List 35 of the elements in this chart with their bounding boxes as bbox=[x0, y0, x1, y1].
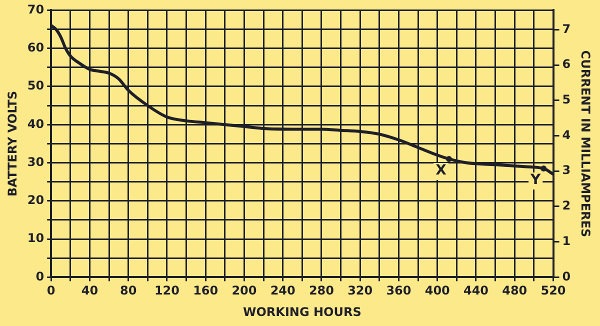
y-tick-label: 0 bbox=[36, 269, 44, 284]
x-tick-label: 240 bbox=[270, 284, 296, 298]
x-tick-label: 440 bbox=[463, 284, 489, 298]
y-axis-title: BATTERY VOLTS bbox=[5, 90, 20, 196]
y-tick-label: 40 bbox=[27, 116, 44, 131]
annotation: X bbox=[436, 162, 447, 179]
x-tick-label: 280 bbox=[308, 284, 334, 298]
annotation: Y bbox=[530, 172, 542, 188]
y2-tick-label: 5 bbox=[562, 92, 571, 107]
x-tick-label: 400 bbox=[424, 284, 450, 298]
x-tick-label: 520 bbox=[540, 284, 566, 298]
y2-tick-label: 6 bbox=[562, 57, 571, 72]
y-tick-label: 50 bbox=[27, 78, 44, 93]
y-tick-label: 30 bbox=[27, 154, 44, 169]
x-tick-label: 0 bbox=[46, 284, 56, 298]
y2-tick-label: 2 bbox=[562, 198, 571, 213]
y-tick-label: 70 bbox=[27, 2, 44, 16]
y2-axis-title: CURRENT IN MILLIAMPERES bbox=[578, 50, 593, 238]
y-tick-label: 10 bbox=[27, 231, 44, 246]
y2-tick-label: 4 bbox=[562, 128, 571, 142]
y2-tick-label: 3 bbox=[562, 163, 571, 178]
x-tick-label: 40 bbox=[81, 284, 98, 298]
x-tick-label: 160 bbox=[193, 284, 218, 298]
x-tick-label: 320 bbox=[348, 284, 373, 298]
x-tick-label: 120 bbox=[154, 284, 180, 298]
x-axis-title: WORKING HOURS bbox=[242, 304, 362, 319]
x-tick-label: 80 bbox=[120, 284, 137, 298]
x-tick-label: 480 bbox=[502, 284, 528, 298]
x-tick-label: 200 bbox=[232, 284, 257, 298]
y2-tick-label: 0 bbox=[562, 269, 571, 284]
y2-tick-label: 1 bbox=[562, 234, 571, 248]
y-tick-label: 20 bbox=[27, 193, 44, 208]
x-tick-label: 360 bbox=[386, 284, 412, 298]
y-tick-label: 60 bbox=[27, 40, 44, 54]
y2-tick-label: 7 bbox=[562, 22, 571, 36]
